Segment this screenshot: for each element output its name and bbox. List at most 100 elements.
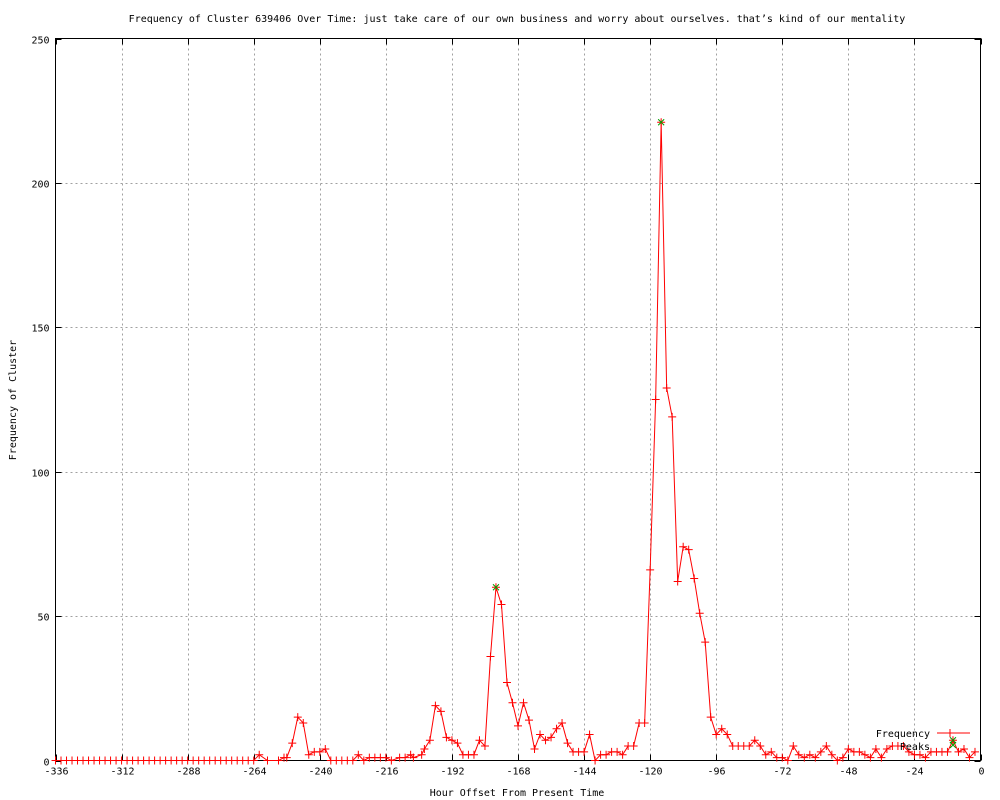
frequency-point: [629, 742, 638, 751]
frequency-point: [469, 750, 478, 759]
frequency-point: [591, 756, 600, 765]
frequency-point: [563, 739, 572, 748]
legend-label-peaks: Peaks: [900, 742, 930, 753]
frequency-point: [552, 724, 561, 733]
frequency-point: [783, 756, 792, 765]
legend-marker-frequency: [946, 729, 954, 737]
frequency-point: [514, 721, 522, 730]
frequency-point: [717, 724, 726, 733]
frequency-point: [959, 744, 968, 753]
frequency-point: [954, 747, 963, 756]
frequency-point: [453, 739, 462, 748]
chart-title: Frequency of Cluster 639406 Over Time: j…: [129, 14, 906, 25]
frequency-point: [805, 750, 814, 759]
frequency-point: [651, 395, 660, 404]
peak-point: [492, 583, 500, 591]
x-tick-label: -168: [506, 767, 530, 778]
frequency-point: [778, 753, 787, 762]
frequency-point: [480, 742, 489, 751]
x-tick-label: -24: [905, 767, 923, 778]
frequency-point: [417, 750, 426, 759]
frequency-point: [662, 383, 671, 392]
y-tick-label: 100: [31, 469, 49, 480]
frequency-point: [921, 753, 930, 762]
x-tick-label: -48: [839, 767, 857, 778]
frequency-point: [904, 747, 913, 756]
frequency-point: [855, 747, 864, 756]
frequency-point: [970, 747, 979, 756]
frequency-point: [304, 750, 313, 759]
x-tick-label: 0: [978, 767, 984, 778]
frequency-point: [315, 747, 324, 756]
frequency-point: [915, 750, 924, 759]
series-marks: [51, 118, 979, 765]
frequency-point: [401, 753, 410, 762]
frequency-point: [679, 542, 688, 551]
frequency-point: [811, 753, 820, 762]
frequency-point: [767, 747, 776, 756]
frequency-point: [866, 753, 875, 762]
frequency-point: [706, 713, 715, 722]
x-tick-label: -96: [707, 767, 725, 778]
x-tick-label: -336: [44, 767, 68, 778]
frequency-point: [701, 638, 710, 647]
frequency-point: [756, 742, 765, 751]
frequency-point: [525, 716, 534, 725]
frequency-point: [558, 718, 567, 727]
frequency-point: [794, 750, 803, 759]
frequency-point: [646, 565, 655, 574]
x-tick-label: -312: [110, 767, 134, 778]
peak-point: [657, 118, 665, 126]
frequency-point: [789, 742, 798, 751]
frequency-point: [723, 730, 732, 739]
frequency-point: [359, 756, 368, 765]
frequency-point: [640, 718, 649, 727]
y-tick-label: 50: [37, 613, 49, 624]
x-tick-label: -216: [374, 767, 398, 778]
frequency-point: [833, 756, 842, 765]
x-tick-label: -144: [572, 767, 596, 778]
frequency-point: [293, 713, 302, 722]
frequency-point: [321, 744, 330, 753]
frequency-point: [282, 753, 291, 762]
frequency-point: [536, 730, 545, 739]
frequency-point: [965, 753, 974, 762]
frequency-point: [618, 750, 627, 759]
frequency-point: [447, 736, 456, 745]
frequency-point: [348, 756, 357, 765]
frequency-point: [816, 747, 825, 756]
frequency-point: [354, 750, 363, 759]
x-tick-label: -264: [242, 767, 266, 778]
frequency-point: [750, 736, 759, 745]
grid: [55, 38, 981, 761]
frequency-point: [882, 744, 891, 753]
frequency-point: [827, 750, 836, 759]
x-tick-label: -72: [773, 767, 791, 778]
frequency-point: [761, 750, 770, 759]
frequency-point: [860, 750, 869, 759]
frequency-point: [673, 577, 682, 586]
frequency-point: [508, 698, 517, 707]
y-tick-label: 250: [31, 36, 49, 47]
frequency-point: [668, 412, 677, 421]
x-tick-label: -288: [176, 767, 200, 778]
frequency-point: [899, 742, 908, 751]
legend: Frequency Peaks: [876, 729, 970, 753]
x-axis-label: Hour Offset From Present Time: [430, 788, 605, 799]
frequency-point: [844, 744, 853, 753]
frequency-point: [475, 736, 484, 745]
y-tick-label: 0: [43, 758, 49, 769]
frequency-point: [602, 750, 611, 759]
frequency-point: [420, 744, 429, 753]
frequency-point: [745, 742, 754, 751]
frequency-point: [255, 750, 264, 759]
frequency-point: [486, 652, 495, 661]
frequency-point: [877, 753, 886, 762]
frequency-point: [822, 742, 831, 751]
legend-label-frequency: Frequency: [876, 729, 930, 740]
frequency-line: [55, 122, 976, 762]
frequency-point: [431, 701, 440, 710]
frequency-point: [425, 736, 434, 745]
frequency-point: [442, 733, 451, 742]
